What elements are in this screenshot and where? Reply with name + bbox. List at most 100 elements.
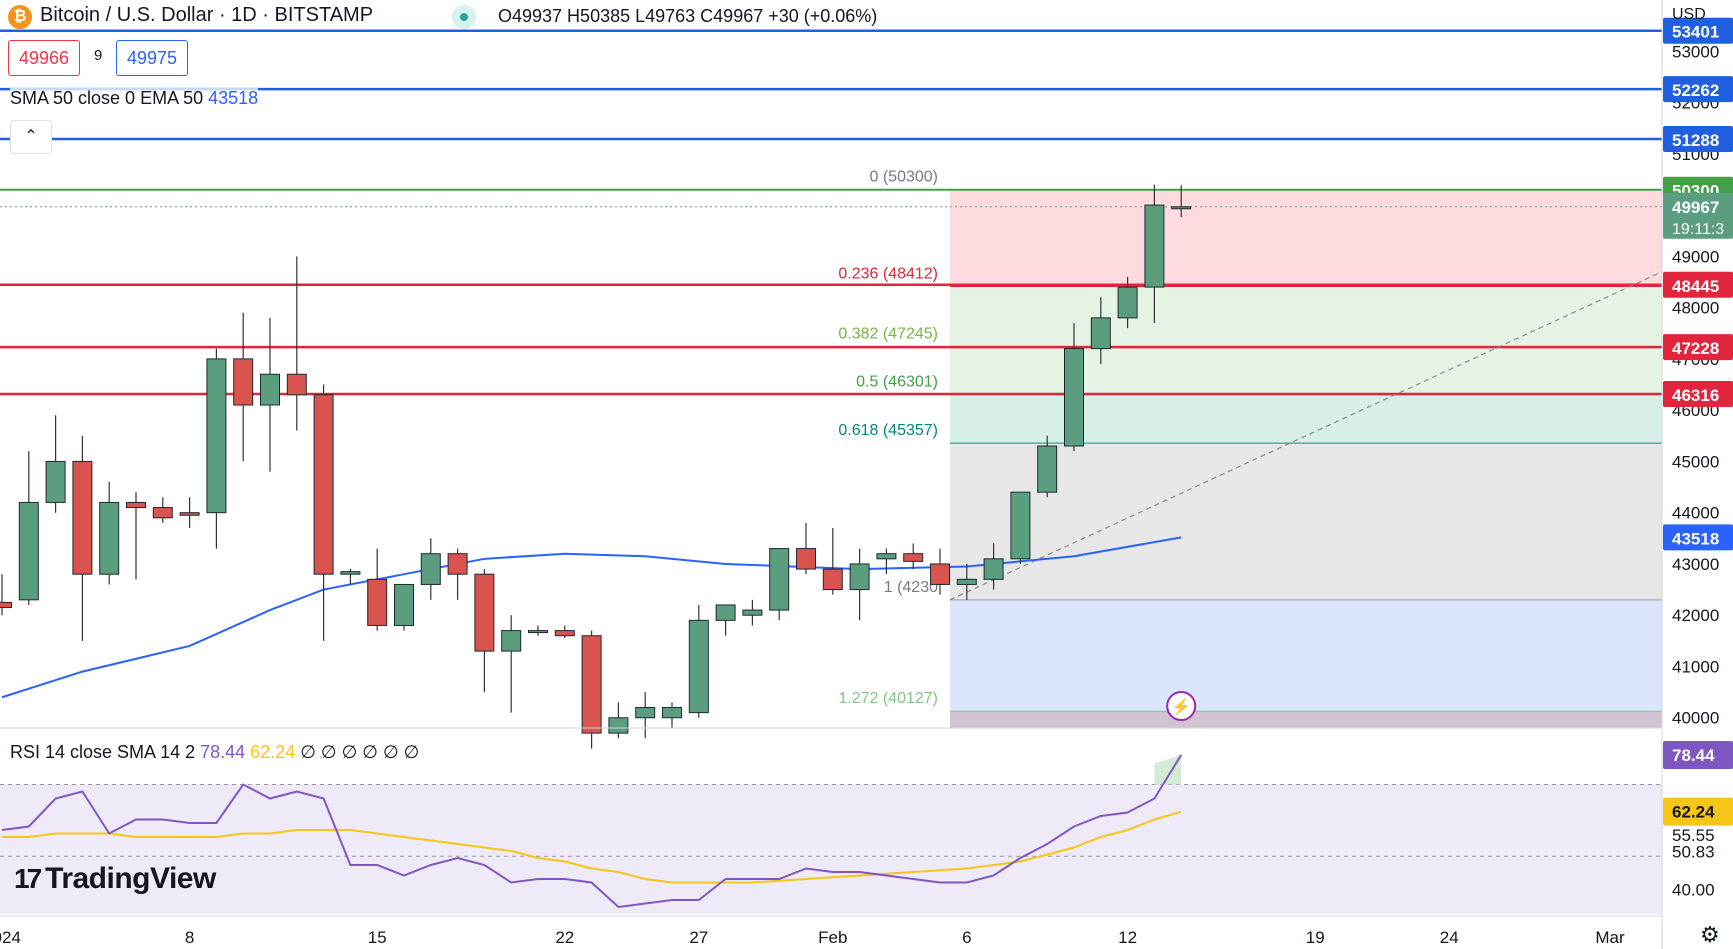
rsi-line: [1, 754, 1183, 909]
price-badge: 53401: [1672, 23, 1719, 42]
candle-body: [930, 563, 950, 585]
price-axis-bg: [1662, 0, 1733, 949]
y-tick-label: 40000: [1672, 709, 1719, 728]
candle-body: [608, 717, 629, 734]
rsi-badge-bg: [1663, 740, 1733, 769]
y-tick-label: 43000: [1672, 555, 1719, 574]
trend-line: [949, 271, 1663, 601]
y-tick-label: 42000: [1672, 606, 1719, 625]
fib-zone: [950, 599, 1662, 712]
candle-body: [849, 563, 870, 591]
last-price-badge: 49967: [1672, 198, 1719, 217]
candle-body: [688, 619, 709, 714]
price-badge-bg: [1663, 17, 1733, 44]
rsi-tick-label: 55.55: [1672, 826, 1715, 845]
price-badge: 47228: [1672, 339, 1719, 358]
countdown-timer: 19:11:3: [1672, 221, 1724, 238]
rsi-sma-badge: 62.24: [1672, 803, 1715, 822]
y-tick-label: 49000: [1672, 247, 1719, 266]
fib-zone: [950, 286, 1662, 347]
lightning-glyph: ⚡: [1171, 697, 1191, 716]
candle-body: [501, 630, 522, 652]
fib-level-label: 0 (50300): [870, 169, 939, 186]
candle-body: [1090, 317, 1111, 350]
x-tick-label: 19: [1306, 928, 1325, 947]
x-tick-label: 8: [185, 928, 194, 947]
last-price-badge-bg: [1663, 192, 1733, 239]
x-tick-label: 27: [689, 928, 708, 947]
bitcoin-icon: ₿: [8, 5, 32, 29]
price-badge-bg: [1663, 524, 1733, 551]
candle-body: [0, 601, 12, 609]
candle-body: [796, 548, 816, 570]
candle-body: [983, 558, 1004, 580]
x-tick-label: 24: [1440, 928, 1459, 947]
price-badge: 43518: [1672, 529, 1719, 548]
tradingview-logo[interactable]: 17 TradingView: [14, 862, 216, 896]
symbol-title[interactable]: Bitcoin / U.S. Dollar · 1D · BITSTAMP: [40, 4, 374, 26]
collapse-legend-button[interactable]: ⌃: [10, 120, 52, 154]
candle-body: [1064, 348, 1084, 447]
fib-level-label: 0.382 (47245): [838, 325, 938, 342]
price-badge-bg: [1663, 126, 1733, 153]
candle-body: [206, 358, 227, 514]
candle-body: [662, 706, 682, 719]
candle-body: [742, 609, 763, 616]
candle-body: [45, 460, 66, 503]
candle-body: [99, 501, 120, 575]
rsi-background-band: [0, 784, 1662, 914]
y-tick-label: 53000: [1672, 42, 1719, 61]
x-tick-label: Mar: [1595, 928, 1625, 947]
price-badge: 52262: [1672, 81, 1719, 100]
price-badge-bg: [1663, 76, 1733, 103]
rsi-sma-value: 62.24: [250, 742, 296, 762]
rsi-name: RSI 14 close SMA 14 2: [10, 742, 196, 762]
price-badge-bg: [1663, 271, 1733, 298]
candle-body: [1144, 204, 1165, 288]
candle-body: [1171, 206, 1192, 210]
y-tick-label: 41000: [1672, 657, 1719, 676]
candle-body: [420, 553, 441, 585]
price-badge-bg: [1663, 334, 1733, 361]
candle-body: [769, 548, 790, 611]
rsi-value: 78.44: [200, 742, 246, 762]
buy-button[interactable]: 49975: [116, 40, 189, 76]
market-status-icon[interactable]: [452, 5, 476, 29]
fib-level-label: 1 (4230: [884, 579, 938, 596]
x-tick-label: 6: [962, 928, 971, 947]
y-tick-label: 44000: [1672, 504, 1719, 523]
rsi-extra-values: ∅ ∅ ∅ ∅ ∅ ∅: [300, 742, 420, 762]
candle-body: [876, 553, 897, 560]
candle-body: [18, 501, 39, 601]
indicator-legend[interactable]: SMA 50 close 0 EMA 50 43518: [10, 88, 259, 109]
x-tick-label: 12: [1118, 928, 1137, 947]
currency-label[interactable]: USD: [1672, 6, 1706, 23]
price-badge: 51288: [1672, 131, 1719, 150]
candle-body: [1117, 286, 1138, 319]
candle-body: [956, 578, 977, 585]
sell-button[interactable]: 49966: [8, 40, 81, 76]
candle-body: [367, 578, 388, 626]
fib-level-label: 0.618 (45357): [838, 422, 938, 439]
rsi-legend[interactable]: RSI 14 close SMA 14 2 78.44 62.24 ∅ ∅ ∅ …: [10, 742, 419, 763]
gear-icon[interactable]: ⚙: [1700, 922, 1720, 947]
candle-body: [903, 553, 924, 562]
candle-body: [822, 568, 843, 591]
rsi-sma-badge-bg: [1663, 797, 1733, 826]
x-tick-label: 22: [555, 928, 574, 947]
rsi-overbought-fill: [1154, 754, 1182, 785]
tradingview-mark-icon: 17: [14, 863, 42, 894]
ohlc-readout: O49937 H50385 L49763 C49967 +30 (+0.06%): [498, 6, 878, 26]
fib-zone: [950, 189, 1662, 287]
rsi-badge: 78.44: [1672, 746, 1715, 765]
spread-value: 9: [94, 47, 103, 64]
price-badge: 48445: [1672, 277, 1719, 296]
indicator-name: SMA 50 close 0 EMA 50: [10, 88, 204, 108]
candle-body: [554, 630, 575, 637]
candle-body: [394, 583, 414, 626]
candle-body: [581, 635, 602, 734]
y-tick-label: 45000: [1672, 452, 1719, 471]
tradingview-logo-text: TradingView: [45, 862, 216, 895]
candle-body: [1010, 491, 1031, 560]
